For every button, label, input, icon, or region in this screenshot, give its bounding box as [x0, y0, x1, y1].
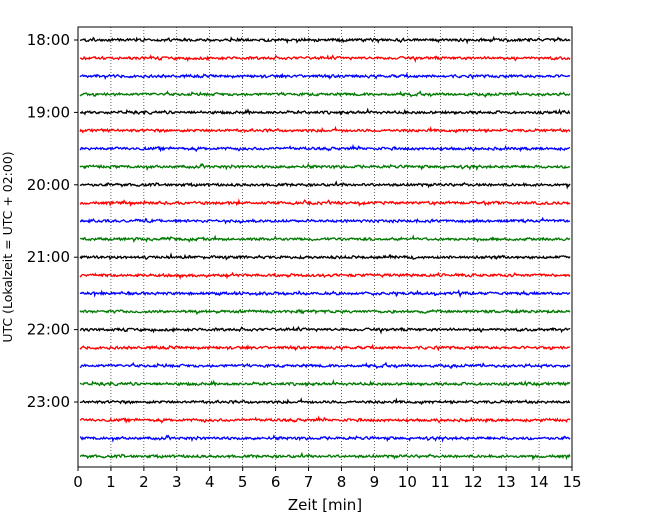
trace-2100: [79, 252, 571, 261]
x-tick-label: 1: [106, 473, 116, 491]
trace-2000: [79, 180, 571, 190]
trace-2315: [79, 415, 571, 424]
x-axis-label: Zeit [min]: [288, 496, 362, 514]
y-tick-label: 21:00: [27, 248, 70, 266]
trace-2015: [79, 198, 571, 208]
trace-2200: [79, 325, 571, 335]
trace-2330: [79, 434, 571, 443]
trace-2345: [79, 451, 571, 462]
trace-2245: [79, 379, 571, 388]
trace-2115: [79, 271, 571, 280]
trace-1930: [79, 143, 571, 153]
x-tick-label: 5: [238, 473, 248, 491]
trace-2030: [79, 216, 571, 225]
trace-2230: [79, 361, 571, 370]
trace-1915: [79, 125, 571, 134]
trace-1945: [79, 162, 571, 172]
y-axis-label: UTC (Lokalzeit = UTC + 02:00): [0, 151, 15, 342]
x-tick-label: 3: [172, 473, 182, 491]
x-tick-label: 15: [562, 473, 581, 491]
x-tick-label: 11: [431, 473, 450, 491]
y-tick-label: 22:00: [27, 321, 70, 339]
x-tick-label: 7: [304, 473, 314, 491]
x-tick-label: 4: [205, 473, 215, 491]
trace-2300: [79, 397, 571, 406]
x-tick-label: 0: [73, 473, 83, 491]
x-tick-label: 6: [271, 473, 281, 491]
x-tick-label: 10: [398, 473, 417, 491]
grid: [110, 27, 540, 467]
trace-1815: [79, 54, 571, 63]
trace-1845: [79, 90, 571, 98]
x-tick-label: 9: [370, 473, 380, 491]
x-axis: 0 1 2 3 4 5 6 7 8 9 10 11 12 13 14 15: [73, 467, 582, 491]
x-tick-label: 12: [464, 473, 483, 491]
y-tick-label: 20:00: [27, 176, 70, 194]
x-tick-label: 14: [530, 473, 549, 491]
trace-2130: [79, 289, 571, 299]
trace-1900: [79, 107, 571, 116]
trace-2145: [79, 307, 571, 316]
x-tick-label: 8: [337, 473, 347, 491]
y-tick-label: 19:00: [27, 103, 70, 121]
x-tick-label: 13: [497, 473, 516, 491]
traces: [79, 35, 571, 462]
trace-1800: [79, 35, 571, 45]
trace-2045: [79, 234, 571, 244]
trace-1830: [79, 72, 571, 81]
y-tick-label: 18:00: [27, 31, 70, 49]
trace-2215: [79, 343, 571, 352]
y-tick-label: 23:00: [27, 393, 70, 411]
plot-frame: [77, 26, 573, 468]
y-axis: 18:00 19:00 20:00 21:00 22:00 23:00: [27, 31, 78, 411]
x-tick-label: 2: [139, 473, 149, 491]
